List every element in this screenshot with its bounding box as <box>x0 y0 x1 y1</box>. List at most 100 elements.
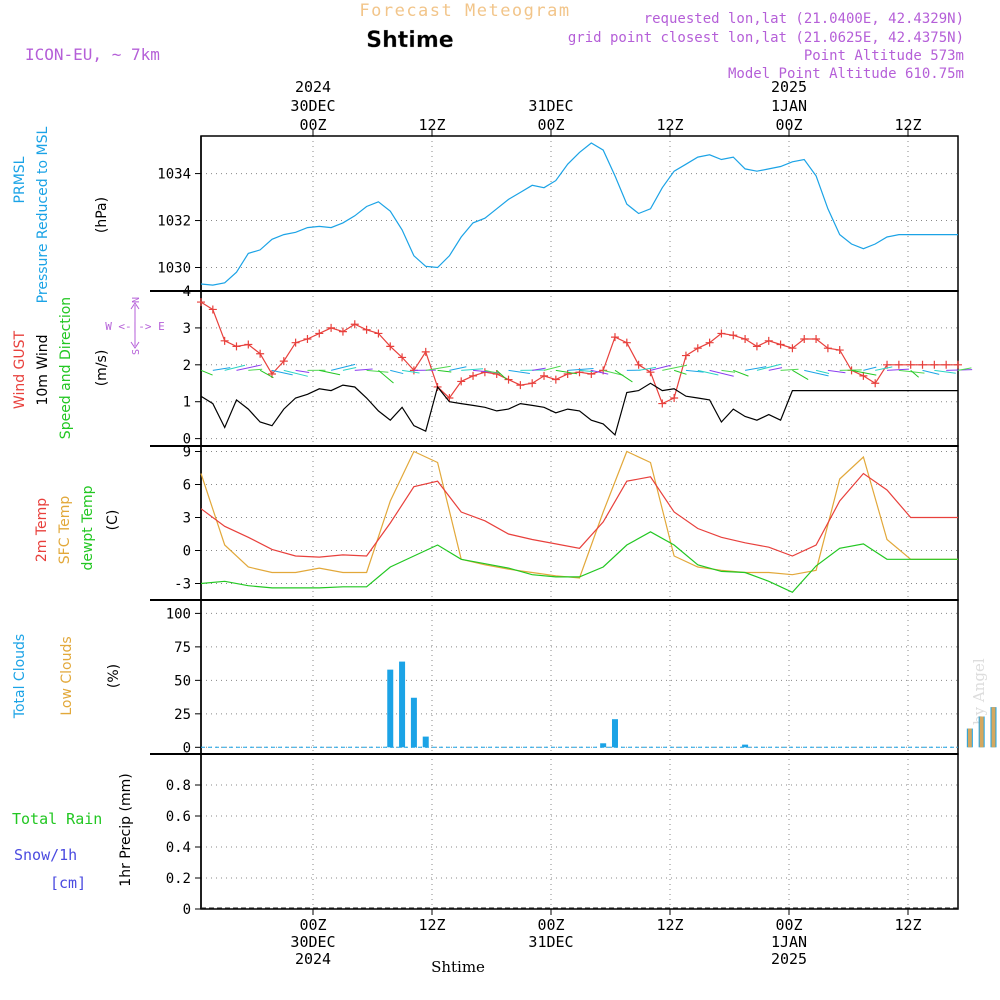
gust-marker <box>327 323 336 332</box>
gust-marker <box>681 351 690 360</box>
wind-direction-arrow <box>875 366 893 371</box>
ytick-label-3-0: 0 <box>183 740 191 756</box>
gust-marker <box>338 327 347 336</box>
wind-unit: (m/s) <box>94 350 110 387</box>
wind-direction-arrow <box>330 363 356 371</box>
total-cloud-bar <box>600 743 607 748</box>
gust-marker <box>705 338 714 347</box>
ytick-label-3-4: 100 <box>166 606 191 622</box>
wind-label-10m: 10m Wind <box>35 334 51 405</box>
ytick-label-2-4: 9 <box>183 445 191 461</box>
wind-direction-arrow <box>295 369 310 373</box>
wind-direction-arrow <box>662 364 687 371</box>
gust-marker <box>871 379 880 388</box>
gust-marker <box>232 342 241 351</box>
wind-direction-arrow <box>224 364 246 371</box>
wind-direction-arrow <box>402 369 420 374</box>
compass-arrow-ns-icon <box>130 302 140 349</box>
wind-direction-arrow <box>200 369 213 376</box>
gust-marker <box>350 320 359 329</box>
gust-marker <box>658 399 667 408</box>
wind-direction-arrow <box>673 369 687 375</box>
bottom-time-label-0-1: 30DEC <box>290 933 335 951</box>
gust-marker <box>610 333 619 342</box>
gust-marker <box>220 336 229 345</box>
gust-marker <box>823 344 832 353</box>
gust-marker <box>717 329 726 338</box>
sfc-temp-line <box>200 450 958 579</box>
low-cloud-bar <box>979 716 984 748</box>
ytick-label-0-1: 1032 <box>157 214 191 230</box>
panel-frame-3 <box>200 599 959 755</box>
wind-direction-arrow <box>887 368 909 371</box>
gust-marker <box>563 370 572 379</box>
total-cloud-bar <box>611 719 618 748</box>
wind-direction-arrow <box>236 364 262 371</box>
wind-direction-arrow <box>484 369 499 374</box>
wind-direction-arrow <box>555 369 578 375</box>
total-cloud-bar <box>387 669 394 748</box>
gust-marker <box>469 371 478 380</box>
wind-direction-arrow <box>319 369 341 376</box>
model-altitude: Model Point Altitude 610.75m <box>728 66 964 82</box>
wind-direction-arrow <box>579 369 594 373</box>
wind-direction-arrow <box>271 369 293 376</box>
gust-marker <box>634 360 643 369</box>
top-time-label-0-1: 30DEC <box>290 97 335 115</box>
top-time-label-2-2: 00Z <box>537 116 564 134</box>
bottom-time-label-3-0: 12Z <box>656 916 683 934</box>
clouds-label-total: Total Clouds <box>12 634 28 719</box>
compass-n: N <box>131 297 142 303</box>
ytick-label-4-2: 0.4 <box>166 840 191 856</box>
compass-s: S <box>131 349 142 355</box>
wind-direction-arrow <box>863 366 877 371</box>
precip-label-cm: [cm] <box>50 874 86 892</box>
ytick-label-1-1: 1 <box>183 395 191 411</box>
point-altitude: Point Altitude 573m <box>804 48 964 64</box>
bottom-time-label-0-0: 00Z <box>299 916 326 934</box>
wind-direction-arrow <box>614 369 633 383</box>
panel-frame-0 <box>200 135 959 292</box>
gust-marker <box>540 371 549 380</box>
gust-marker <box>421 347 430 356</box>
temp-label-sfc: SFC Temp <box>57 496 73 565</box>
top-time-label-5-2: 12Z <box>894 116 921 134</box>
gust-marker <box>752 342 761 351</box>
wind-direction-arrow <box>638 366 657 371</box>
wind-direction-arrow <box>366 369 389 373</box>
gust-marker <box>528 379 537 388</box>
gust-marker <box>303 334 312 343</box>
wind-direction-arrow <box>461 368 484 371</box>
ytick-label-4-1: 0.2 <box>166 871 191 887</box>
gust-marker <box>894 360 903 369</box>
ytick-label-2-1: 0 <box>183 544 191 560</box>
ytick-label-2-2: 3 <box>183 511 191 527</box>
wind-direction-arrow <box>780 368 799 371</box>
wind-direction-arrow <box>733 369 749 377</box>
top-time-label-4-1: 1JAN <box>771 97 807 115</box>
gust-marker <box>622 338 631 347</box>
ytick-label-4-3: 0.6 <box>166 809 191 825</box>
wind-direction-arrow <box>390 369 404 375</box>
gust-marker <box>729 331 738 340</box>
gust-marker <box>551 375 560 384</box>
wind-direction-arrow <box>543 365 561 371</box>
gust-marker <box>918 360 927 369</box>
gust-marker <box>776 340 785 349</box>
wind-direction-arrow <box>709 369 734 377</box>
ytick-label-3-1: 25 <box>174 707 191 723</box>
pressure-unit: (hPa) <box>94 197 110 233</box>
top-time-label-0-0: 2024 <box>295 78 331 96</box>
wind-direction-arrow <box>957 367 972 371</box>
wind-direction-arrow <box>827 369 846 374</box>
plot-layer: 10301032103401234-30369025507510000.20.4… <box>150 78 997 968</box>
wind-direction-arrow <box>839 369 862 371</box>
footer-location: Shtime <box>431 958 485 976</box>
gust-line <box>200 301 958 405</box>
wind-direction-arrow <box>650 364 671 371</box>
gust-marker <box>504 375 513 384</box>
gust-marker <box>835 346 844 355</box>
gust-marker <box>516 381 525 390</box>
watermark: by Angel <box>970 658 988 725</box>
